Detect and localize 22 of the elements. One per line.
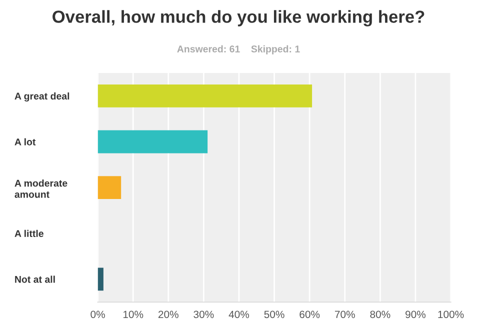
bar: [98, 268, 104, 291]
x-tick-label: 100%: [438, 310, 464, 318]
y-tick-label: A lot: [14, 138, 36, 146]
x-tick-label: 50%: [264, 310, 284, 318]
chart-title: Overall, how much do you like working here?: [52, 10, 424, 26]
bar: [98, 176, 122, 200]
y-tick-label: A great deal: [14, 92, 70, 102]
x-tick-label: 80%: [370, 310, 390, 318]
x-tick-label: 10%: [123, 310, 144, 318]
y-tick-label: A little: [14, 230, 44, 238]
x-tick-label: 90%: [406, 310, 426, 318]
x-tick-label: 0%: [90, 310, 105, 318]
x-tick-label: 20%: [158, 310, 178, 318]
y-tick-label: Not at all: [15, 276, 55, 283]
y-tick-label: A moderate amount: [14, 180, 68, 198]
x-tick-label: 70%: [334, 310, 355, 318]
chart-subtitle: Answered: 61 Skipped: 1: [177, 45, 300, 54]
x-tick-label: 30%: [194, 310, 214, 318]
x-tick-label: 60%: [300, 310, 320, 318]
bar: [98, 130, 208, 154]
bar: [98, 84, 312, 108]
x-tick-label: 40%: [228, 310, 250, 318]
